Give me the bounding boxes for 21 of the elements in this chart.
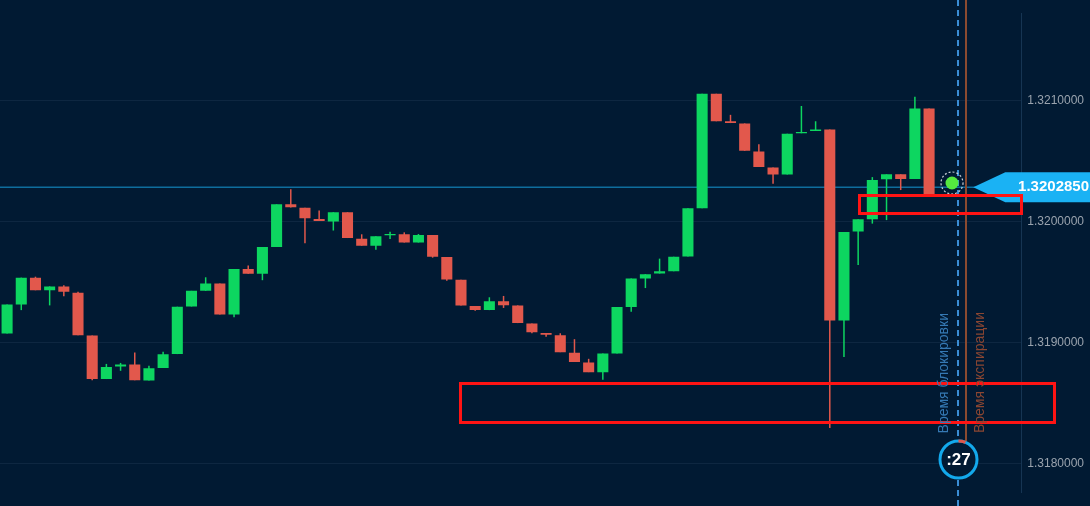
y-tick-label: 1.3210000 <box>1027 92 1085 107</box>
candlestick <box>44 285 56 307</box>
y-tick-label: 1.3190000 <box>1027 335 1085 350</box>
candlestick <box>285 188 297 209</box>
candlestick <box>852 218 864 266</box>
annotation: Время экспирации <box>971 311 987 433</box>
y-tick-label: 1.3200000 <box>1027 214 1085 228</box>
ref-line-label: 1.3202850 <box>1018 177 1089 195</box>
annotation: :27 <box>946 450 971 469</box>
candlestick <box>327 211 339 232</box>
candlestick <box>568 338 580 363</box>
candlestick <box>313 209 325 222</box>
candlestick <box>129 351 141 382</box>
candlestick <box>299 207 311 244</box>
candlestick <box>753 143 765 168</box>
candlestick <box>441 256 453 282</box>
y-tick-label: 1.3180000 <box>1027 456 1085 471</box>
candlestick <box>427 234 439 259</box>
candlestick <box>597 352 609 381</box>
annotation: Время блокировки <box>935 312 951 433</box>
candlestick <box>880 173 893 221</box>
